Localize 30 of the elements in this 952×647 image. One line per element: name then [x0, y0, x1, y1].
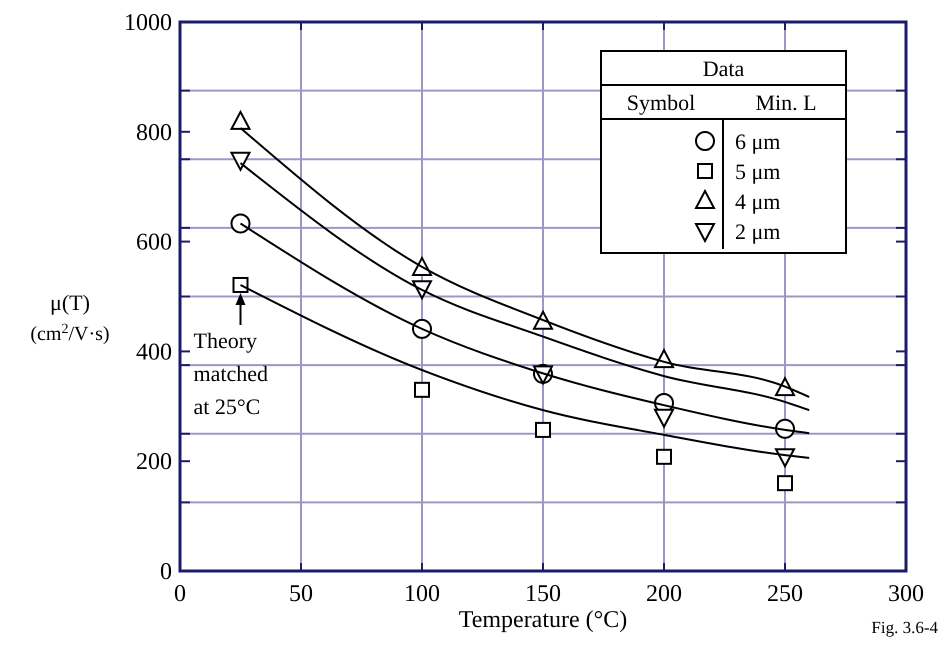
annotation: Min. L — [755, 90, 817, 115]
x-tick-label: 300 — [888, 581, 924, 607]
caption: Fig. 3.6-4 — [871, 618, 938, 637]
point — [777, 475, 793, 492]
x-tick-label: 50 — [289, 581, 313, 607]
y-tick-label: 800 — [136, 120, 172, 146]
y-tick-label: 0 — [160, 559, 172, 585]
point — [414, 382, 430, 398]
legend-title: Data — [702, 56, 744, 81]
y-axis-title: μ(T) (cm$^{2}$/V·s) — [30, 290, 110, 345]
y-tick-label: 600 — [136, 230, 172, 256]
x-tick-label: 200 — [646, 581, 682, 607]
point — [535, 422, 551, 438]
legend-label: 2 μm — [735, 219, 780, 244]
annotation: Theory matched at 25°C — [194, 328, 268, 419]
x-axis-title: Temperature (°C) — [458, 607, 628, 633]
x-tick-label: 150 — [525, 581, 561, 607]
legend-label: 4 μm — [735, 189, 780, 214]
legend-label: 5 μm — [735, 159, 780, 184]
y-tick-label: 400 — [136, 339, 172, 366]
x-tick-label: 100 — [404, 581, 440, 607]
y-tick-label: 1000 — [124, 10, 172, 36]
point — [232, 276, 248, 293]
point — [230, 110, 250, 130]
annotation: Symbol — [626, 90, 696, 115]
point — [230, 213, 250, 234]
legend-label: 6 μm — [735, 129, 780, 154]
y-tick-label: 200 — [136, 449, 172, 476]
x-tick-label: 250 — [767, 581, 803, 607]
point — [656, 448, 672, 465]
